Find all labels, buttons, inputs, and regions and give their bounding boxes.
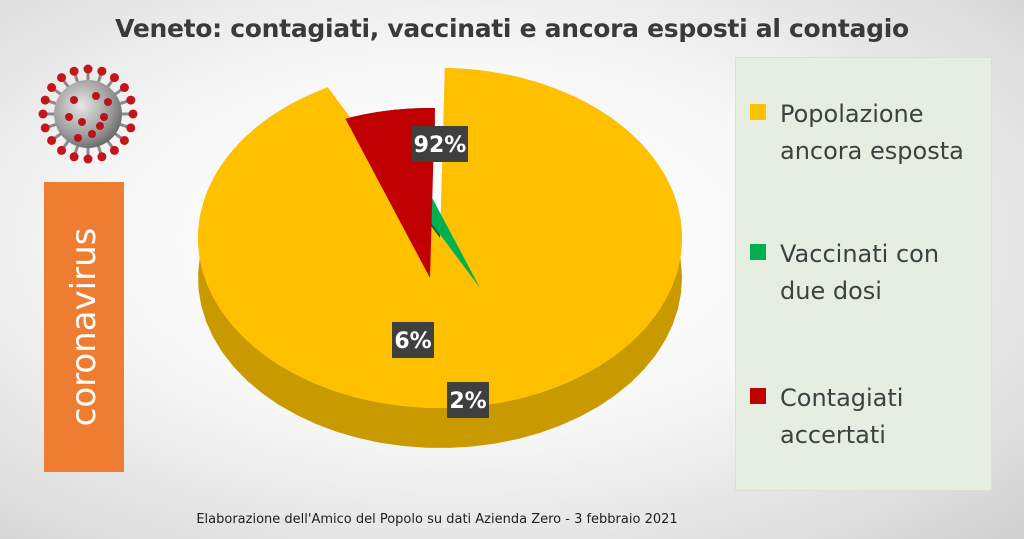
data-label: 6% xyxy=(394,329,431,354)
data-label-box xyxy=(392,322,434,358)
legend-swatch xyxy=(750,104,766,120)
chart-title: Veneto: contagiati, vaccinati e ancora e… xyxy=(115,14,909,43)
data-label-box xyxy=(412,126,468,162)
data-label: 92% xyxy=(414,133,467,158)
pie-chart: 92% 2% 6% xyxy=(197,68,683,448)
legend: Popolazione ancora esposta Vaccinati con … xyxy=(735,57,992,491)
pie-slice xyxy=(197,68,683,408)
legend-label: Vaccinati con due dosi xyxy=(780,240,940,305)
legend-label: Popolazione ancora esposta xyxy=(780,100,964,165)
side-label-box: coronavirus xyxy=(44,182,124,472)
source-note: Elaborazione dell'Amico del Popolo su da… xyxy=(196,512,678,527)
coronavirus-icon xyxy=(38,64,138,164)
data-label-box xyxy=(447,382,489,418)
legend-swatch xyxy=(750,388,766,404)
data-label: 2% xyxy=(449,389,486,414)
legend-swatch xyxy=(750,244,766,260)
legend-label: Contagiati accertati xyxy=(780,384,904,449)
side-label: coronavirus xyxy=(64,227,104,427)
